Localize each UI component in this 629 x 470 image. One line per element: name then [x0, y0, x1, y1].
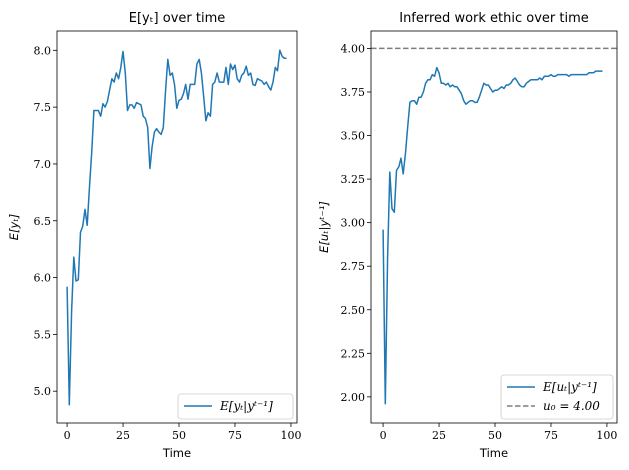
y-tick-label: 5.5 [34, 328, 52, 341]
y-tick-label: 5.0 [34, 385, 52, 398]
y-tick-label: 6.5 [34, 215, 52, 228]
x-tick-label: 50 [172, 429, 186, 442]
subplot-2: Inferred work ethic over time Time E[uₜ|yᵗ… [317, 11, 617, 460]
y-tick-label: 7.0 [34, 158, 52, 171]
plot-frame [370, 30, 618, 424]
plot-frame [56, 30, 298, 424]
x-tick-label: 25 [432, 429, 446, 442]
series-line [66, 49, 287, 406]
y-tick-label: 8.0 [34, 44, 52, 57]
series-line [382, 66, 603, 405]
y-tick-label: 2.25 [341, 347, 366, 360]
legend: E[yₜ|yᵗ⁻¹] [177, 393, 294, 420]
y-tick-label: 2.00 [341, 391, 366, 404]
x-axis-label: Time [162, 446, 191, 460]
x-tick-label: 25 [116, 429, 130, 442]
legend: E[uₜ|yᵗ⁻¹] u₀ = 4.00 [500, 374, 614, 420]
y-axis-label: E[yₜ] [7, 214, 21, 240]
x-tick-label: 0 [64, 429, 71, 442]
subplot-1: E[yₜ] over time Time E[yₜ] 0 25 50 75 100 5.0 5.5… [7, 11, 301, 460]
y-axis-label: E[uₜ|yᵗ⁻¹] [317, 201, 331, 253]
legend-label: E[uₜ|yᵗ⁻¹] [542, 380, 597, 394]
y-tick-label: 3.25 [341, 173, 366, 186]
x-tick-label: 75 [228, 429, 242, 442]
y-tick-label: 2.75 [341, 260, 366, 273]
y-tick-label: 3.50 [341, 130, 366, 143]
x-tick-label: 0 [380, 429, 387, 442]
x-tick-label: 100 [596, 429, 617, 442]
legend-label: u₀ = 4.00 [543, 399, 600, 413]
y-tick-label: 3.75 [341, 86, 366, 99]
y-tick-label: 6.0 [34, 272, 52, 285]
x-tick-label: 100 [280, 429, 301, 442]
chart-title: Inferred work ethic over time [399, 11, 589, 26]
legend-box [177, 393, 294, 420]
legend-box [500, 374, 614, 420]
x-tick-label: 50 [488, 429, 502, 442]
y-tick-label: 7.5 [34, 101, 52, 114]
y-tick-label: 2.50 [341, 304, 366, 317]
x-axis-label: Time [479, 446, 508, 460]
y-tick-label: 4.00 [341, 42, 366, 55]
y-tick-label: 3.00 [341, 217, 366, 230]
x-tick-label: 75 [544, 429, 558, 442]
chart-title: E[yₜ] over time [129, 11, 226, 26]
legend-label: E[yₜ|yᵗ⁻¹] [219, 399, 273, 413]
